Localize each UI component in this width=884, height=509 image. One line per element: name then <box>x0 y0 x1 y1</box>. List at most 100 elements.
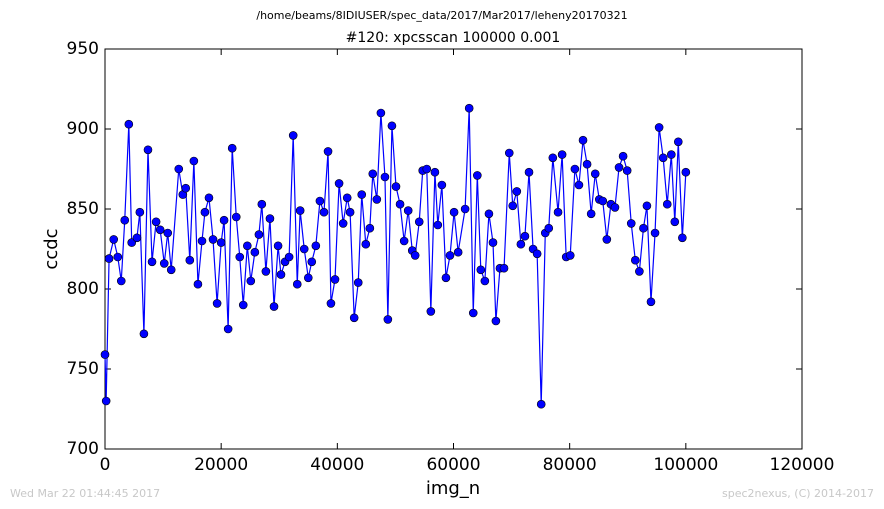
data-point <box>414 217 424 227</box>
data-point <box>311 241 321 251</box>
data-point <box>504 148 514 158</box>
data-point <box>433 220 443 230</box>
data-point <box>200 207 210 217</box>
data-point <box>508 201 518 211</box>
data-point <box>445 251 455 260</box>
data-point <box>512 187 522 196</box>
data-point <box>124 119 134 129</box>
data-point <box>276 270 286 279</box>
data-point <box>376 108 386 118</box>
data-point <box>113 252 123 262</box>
x-tick-label: 20000 <box>194 455 248 475</box>
y-tick-label: 800 <box>67 279 99 299</box>
data-point <box>338 219 348 228</box>
data-point <box>235 252 245 262</box>
data-point <box>189 156 199 166</box>
data-point <box>681 167 691 177</box>
data-point <box>345 207 355 217</box>
data-point <box>104 254 114 263</box>
data-point <box>163 228 173 238</box>
data-point <box>330 275 340 284</box>
data-point <box>570 164 580 174</box>
data-point <box>610 203 620 212</box>
data-point <box>159 259 169 268</box>
data-point <box>395 199 405 209</box>
data-point <box>673 137 683 147</box>
data-point <box>582 159 592 169</box>
data-point <box>670 217 680 227</box>
data-point <box>646 297 656 307</box>
data-point <box>166 265 176 275</box>
data-point <box>387 121 397 131</box>
data-point <box>557 150 567 159</box>
data-point <box>212 299 222 308</box>
data-point <box>120 215 130 225</box>
data-point <box>488 238 498 247</box>
data-point <box>403 206 413 215</box>
data-point <box>315 196 325 206</box>
data-point <box>516 239 526 249</box>
plot-frame <box>104 48 803 450</box>
data-point <box>231 212 241 222</box>
data-point <box>662 199 672 209</box>
y-tick-label: 850 <box>67 199 99 219</box>
header: /home/beams/8IDIUSER/spec_data/2017/Mar2… <box>256 9 627 22</box>
data-point <box>544 223 554 233</box>
data-point <box>147 257 157 267</box>
data-point <box>484 209 494 219</box>
data-point <box>480 276 490 286</box>
data-point <box>622 166 632 175</box>
data-point <box>197 236 207 246</box>
data-point <box>441 273 451 283</box>
data-point <box>602 235 612 244</box>
data-point <box>464 103 474 113</box>
data-point <box>227 143 237 153</box>
data-point <box>342 193 352 203</box>
data-point <box>100 350 110 359</box>
data-point <box>151 217 161 227</box>
data-point <box>460 204 470 214</box>
data-point <box>265 214 275 223</box>
data-point <box>520 231 530 241</box>
data-point <box>553 207 563 217</box>
data-point <box>250 247 260 257</box>
data-point <box>135 207 145 217</box>
data-point <box>410 251 420 260</box>
data-point <box>468 308 478 318</box>
data-point <box>174 164 184 174</box>
data-point <box>208 235 218 244</box>
y-tick-label: 900 <box>67 119 99 139</box>
data-point <box>295 206 305 215</box>
data-point <box>635 267 644 276</box>
data-point <box>658 153 668 163</box>
footer-left: Wed Mar 22 01:44:45 2017 <box>10 487 160 500</box>
data-point <box>578 135 588 145</box>
data-point <box>284 252 294 262</box>
data-point <box>614 163 624 172</box>
x-tick-label: 40000 <box>310 455 364 475</box>
data-point <box>586 209 596 219</box>
data-point <box>269 302 279 311</box>
data-point <box>155 225 165 235</box>
data-point <box>426 307 436 316</box>
x-tick-label: 100000 <box>653 455 718 475</box>
data-point <box>639 223 648 233</box>
data-point <box>365 223 375 233</box>
data-point <box>399 236 409 246</box>
x-tick-label: 60000 <box>426 455 480 475</box>
data-point <box>143 145 153 155</box>
data-point <box>372 195 382 204</box>
x-axis-label: img_n <box>426 478 480 499</box>
data-point <box>323 147 333 156</box>
data-point <box>565 251 575 260</box>
data-point <box>631 255 640 265</box>
data-point <box>618 151 628 161</box>
data-point <box>353 278 363 287</box>
data-point <box>654 123 664 132</box>
data-point <box>499 263 509 273</box>
y-tick-label: 700 <box>67 439 99 459</box>
data-point <box>383 315 393 324</box>
data-point <box>288 131 298 140</box>
data-point <box>116 276 126 286</box>
